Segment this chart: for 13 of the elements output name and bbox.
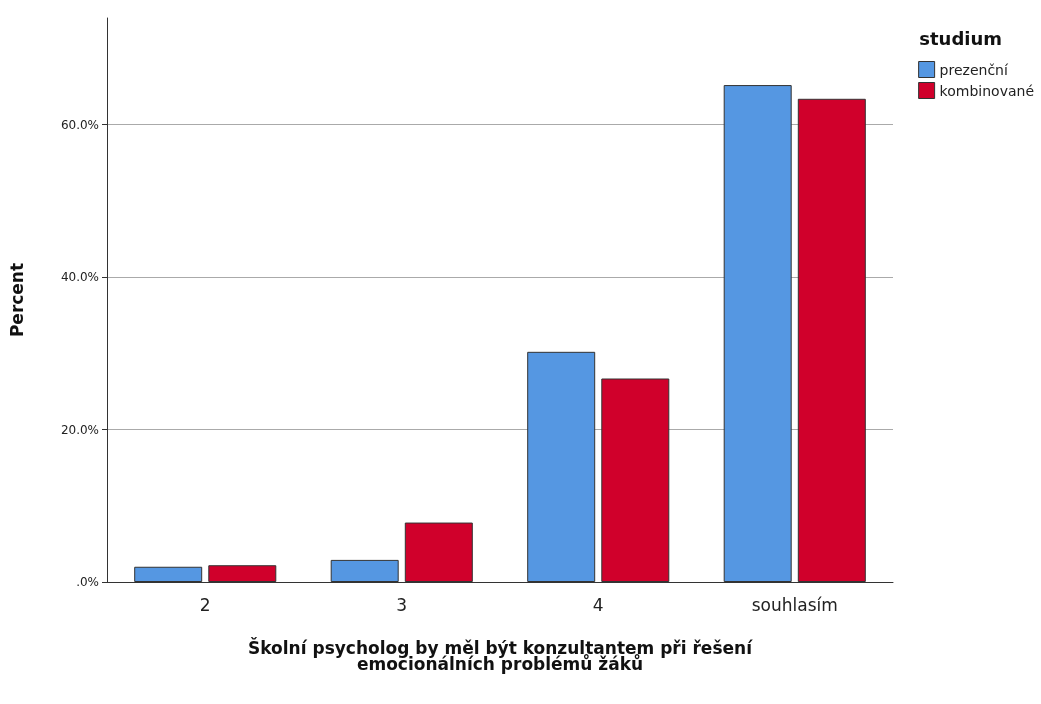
y-tick-label: .0% (76, 575, 99, 589)
x-tick-label: souhlasím (751, 594, 838, 615)
x-tick-label: 3 (396, 594, 408, 615)
y-axis-title: Percent (6, 262, 27, 338)
y-tick-label: 20.0% (60, 422, 99, 437)
x-tick-label: 4 (592, 594, 604, 615)
legend-label: prezenční (939, 61, 1009, 78)
x-tick-label: 2 (199, 594, 211, 615)
y-tick-label: 60.0% (60, 117, 99, 132)
y-tick-label: 40.0% (60, 270, 99, 285)
x-axis-title: Školní psycholog by měl být konzultantem při řešení emocionálních problémů žáků (248, 637, 754, 674)
legend-label: kombinované (939, 82, 1035, 99)
legend-title: studium (919, 27, 1003, 49)
